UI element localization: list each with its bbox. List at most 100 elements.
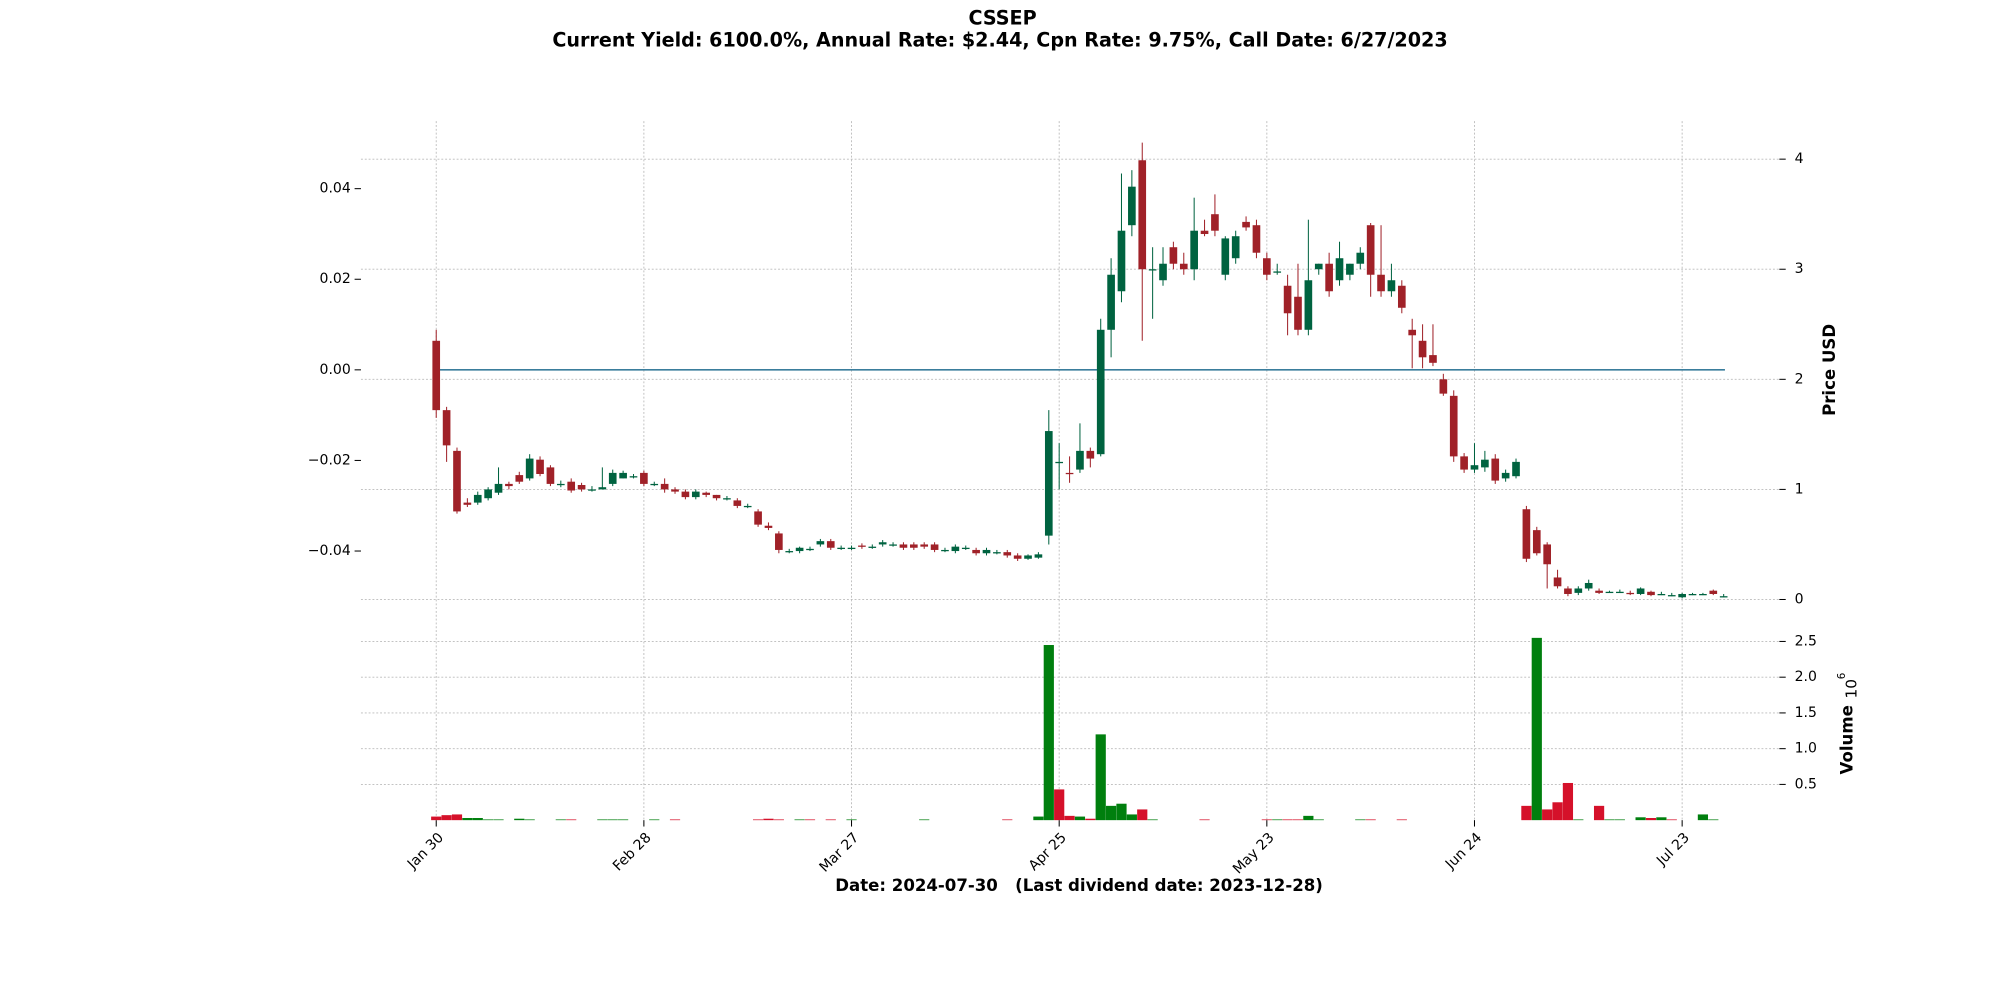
volume-bar (1355, 819, 1366, 821)
candle-body (1263, 258, 1271, 275)
candle-body (1616, 591, 1624, 594)
candle-body (1356, 252, 1365, 264)
candle-body (619, 472, 627, 479)
candle-body (453, 450, 461, 512)
candle-body (629, 476, 638, 478)
candle-body (681, 491, 690, 498)
volume-bar (566, 819, 577, 821)
volume-bar (1531, 637, 1542, 821)
y2-tick-label: −0.04 (308, 543, 351, 559)
volume-bar (669, 819, 681, 821)
volume-bar (1292, 819, 1304, 821)
candle-body (702, 492, 710, 495)
candle-body (1242, 221, 1250, 228)
candle-body (1366, 225, 1375, 275)
volume-bar (514, 818, 525, 821)
candle-body (1574, 588, 1583, 593)
volume-bar (1137, 809, 1148, 821)
candle-body (577, 485, 586, 490)
candle-body (1449, 395, 1458, 457)
candle-body (993, 552, 1001, 554)
candle-body (712, 494, 721, 499)
candle-body (1470, 465, 1479, 470)
volume-bar (1645, 818, 1657, 821)
volume-bar (483, 819, 494, 821)
candle-body (930, 544, 939, 550)
candle-body (525, 458, 534, 479)
volume-bar (1054, 789, 1065, 821)
volume-bar (1002, 819, 1013, 821)
x-tick-label: Feb 28 (610, 830, 655, 875)
volume-bar (1521, 805, 1532, 821)
candle-body (982, 549, 991, 554)
candle-body (868, 546, 877, 548)
volume-bar (1126, 814, 1137, 821)
candle-body (1481, 459, 1489, 468)
candle-body (536, 459, 544, 474)
volume-bar (493, 819, 504, 821)
volume-bar (649, 819, 660, 821)
candle-body (1117, 230, 1126, 292)
candle-body (899, 544, 908, 548)
candle-body (1346, 263, 1354, 275)
volume-bar (1593, 805, 1605, 821)
candle-body (775, 533, 783, 550)
volume-bar (1697, 814, 1709, 821)
volume-bar (1396, 819, 1407, 821)
candle-body (1076, 450, 1084, 470)
volume-bar (825, 819, 836, 821)
candle-body (1501, 472, 1510, 479)
volume-bar (1365, 819, 1376, 821)
volume-bar (763, 818, 774, 821)
candle-body (567, 481, 576, 491)
candle-body (691, 491, 700, 498)
chart-title: CSSEP (968, 7, 1036, 30)
volume-bar (597, 819, 608, 821)
candle-body (795, 547, 804, 552)
candle-body (1044, 431, 1053, 536)
candle-body (494, 483, 503, 493)
candle-body (1314, 263, 1323, 270)
candle-body (1294, 296, 1302, 330)
candle-body (1107, 274, 1115, 330)
candle-body (1190, 230, 1198, 270)
candle-body (951, 546, 960, 552)
candle-body (1159, 263, 1167, 281)
volume-bar (1147, 819, 1158, 821)
candle-body (1532, 530, 1541, 554)
candle-body (432, 340, 441, 411)
volume-bar (804, 819, 816, 821)
candle-body (484, 489, 492, 499)
volume-bar (1074, 816, 1086, 821)
candle-body (1252, 225, 1261, 253)
candle-body (1543, 544, 1551, 565)
candle-body (847, 547, 856, 550)
candle-body (826, 541, 835, 548)
volume-bar (451, 814, 463, 821)
candle-body (910, 544, 918, 548)
candle-body (1283, 285, 1292, 314)
volume-bar (1261, 819, 1272, 821)
candle-body (598, 487, 607, 490)
volume-bar (1105, 805, 1117, 821)
volume-axis-label: Volume (1838, 705, 1857, 774)
candle-body (837, 547, 845, 550)
candle-body (515, 475, 524, 482)
candle-body (1636, 588, 1645, 594)
candle-body (546, 467, 555, 484)
volume-tick-label: 1.0 (1795, 741, 1817, 757)
candle-body (1397, 285, 1406, 308)
candle-body (1086, 450, 1095, 459)
volume-bar (752, 819, 764, 821)
candle-body (660, 483, 669, 490)
candle-body (1512, 461, 1520, 477)
candle-body (1719, 596, 1728, 598)
candle-body (1211, 214, 1219, 231)
candle-body (972, 549, 980, 554)
volume-bar (1656, 817, 1667, 821)
volume-bar (1562, 782, 1574, 821)
candle-body (1584, 582, 1593, 589)
volume-bar (1313, 819, 1324, 821)
x-tick-label: Jun 24 (1442, 830, 1485, 873)
volume-bar (794, 819, 805, 821)
